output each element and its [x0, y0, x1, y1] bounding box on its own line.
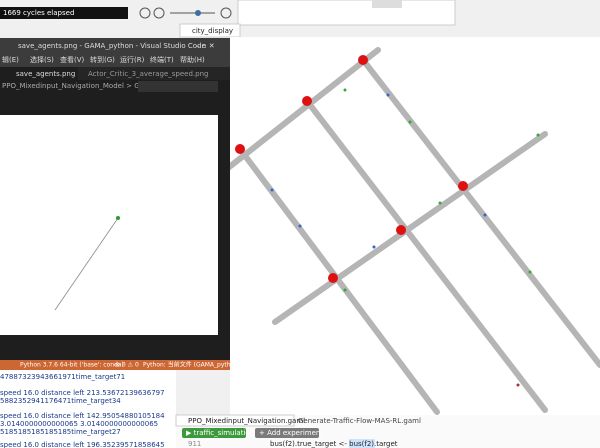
- road: [272, 131, 548, 325]
- console-lines: 47887323943661971time_target71 speed 16.…: [0, 373, 165, 448]
- map-tab-label: city_display: [192, 27, 233, 35]
- sync-button[interactable]: [220, 7, 232, 19]
- intersection: [235, 144, 245, 154]
- console-line: 5185185185185185time_target27: [0, 428, 121, 436]
- intersection: [358, 55, 368, 65]
- menu-item[interactable]: 终端(T): [150, 55, 174, 64]
- console-line: speed 16.0 distance left 213.53672139636…: [0, 389, 165, 397]
- status-item[interactable]: ⊗ 0 ⚠ 0: [115, 362, 139, 369]
- status-bar: [0, 360, 230, 370]
- menu-item[interactable]: 帮助(H): [180, 55, 205, 64]
- selection-highlight: [349, 439, 375, 448]
- debug-toolbar[interactable]: [138, 81, 218, 92]
- vehicle: [386, 93, 390, 97]
- status-item[interactable]: Python: 当前文件 (GAMA_python): [143, 361, 240, 369]
- status-item[interactable]: Python 3.7.6 64-bit ('base': conda): [20, 362, 124, 369]
- vehicle: [528, 270, 532, 274]
- road: [304, 98, 548, 413]
- road: [225, 47, 381, 171]
- vehicle: [298, 224, 302, 228]
- map-tab[interactable]: [179, 23, 241, 38]
- pause-button[interactable]: [139, 7, 151, 19]
- intersection: [302, 96, 312, 106]
- cycles-label: 1669 cycles elapsed: [3, 9, 74, 17]
- button-label[interactable]: ▶ traffic_simulation: [186, 429, 254, 437]
- console-line: speed 16.0 distance left 196.35239571858…: [0, 441, 165, 448]
- intersections: [235, 55, 468, 283]
- vehicle: [408, 120, 412, 124]
- vehicle: [438, 201, 442, 205]
- tab[interactable]: [0, 67, 78, 80]
- experiment-button[interactable]: [182, 428, 246, 438]
- add-button[interactable]: [255, 428, 319, 438]
- menu-item[interactable]: 转到(G): [90, 55, 115, 64]
- roads: [225, 47, 600, 415]
- preview-line: [54, 217, 119, 311]
- tab-label[interactable]: Actor_Critic_3_average_speed.png: [88, 70, 208, 78]
- vscode-title: save_agents.png - GAMA_python - Visual S…: [18, 42, 206, 50]
- intersection: [396, 225, 406, 235]
- console-line: 5882352941176471time_target34: [0, 397, 121, 405]
- console-line: 47887323943661971time_target71: [0, 373, 125, 381]
- vehicle: [343, 288, 347, 292]
- console: [0, 370, 176, 448]
- vehicle: [372, 245, 376, 249]
- window-controls[interactable]: – ▫ ✕: [196, 42, 215, 50]
- vscode-title-bar: [0, 38, 230, 54]
- code-line: bus(f2).true_target <- bus(f2).target: [270, 440, 398, 448]
- menu-item[interactable]: 辑(E): [2, 55, 19, 64]
- slider-knob[interactable]: [195, 10, 201, 16]
- console-line: speed 16.0 distance left 142.95054880105…: [0, 412, 165, 420]
- cycles-bar: [0, 7, 128, 19]
- vehicle: [536, 133, 540, 137]
- button-label[interactable]: + Add experiment: [259, 429, 323, 437]
- vehicles: [270, 88, 540, 387]
- vehicle: [343, 88, 347, 92]
- dialog: [237, 0, 456, 26]
- intersection: [328, 273, 338, 283]
- editor-tab[interactable]: [175, 414, 295, 427]
- image-preview: [0, 115, 218, 335]
- menu-item[interactable]: 运行(R): [120, 55, 145, 64]
- editor-tab-label[interactable]: PPO_Mixedinput_Navigation.gaml: [188, 417, 305, 425]
- vehicle: [270, 188, 274, 192]
- button-text[interactable]: Add experiment: [267, 429, 323, 437]
- preview-dot: [116, 216, 120, 220]
- breadcrumb: PPO_Mixedinput_Navigation_Model > GAMA_i…: [2, 82, 189, 90]
- step-button[interactable]: [153, 7, 165, 19]
- editor-tab-label[interactable]: Generate-Traffic-Flow-MAS-RL.gaml: [298, 417, 421, 425]
- button-text[interactable]: traffic_simulation: [194, 429, 255, 437]
- intersection: [458, 181, 468, 191]
- tab-label[interactable]: save_agents.png: [16, 70, 75, 78]
- road: [360, 57, 600, 368]
- line-number: 911: [188, 440, 201, 448]
- console-line: 3.0140000000000065 3.0140000000000065: [0, 420, 158, 428]
- vehicle: [483, 213, 487, 217]
- menu-item[interactable]: 选择(S): [30, 55, 54, 64]
- dialog-button[interactable]: [372, 0, 402, 8]
- menu-bar: [0, 54, 230, 67]
- vehicle: [516, 383, 520, 387]
- menu-item[interactable]: 查看(V): [60, 55, 85, 64]
